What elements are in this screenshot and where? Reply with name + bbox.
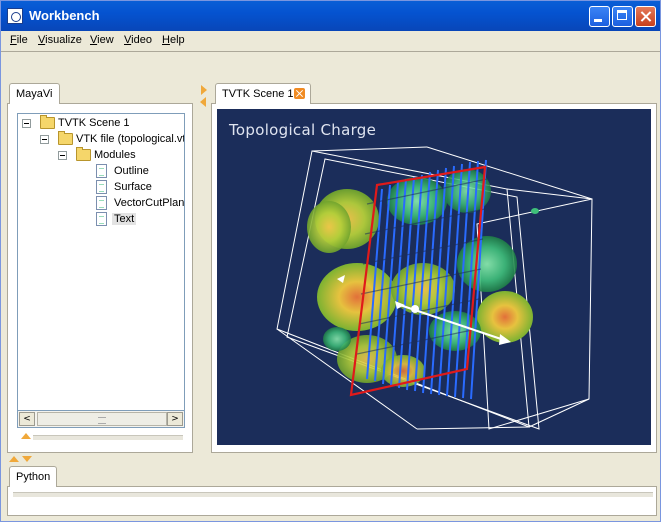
arrow-right-icon[interactable] bbox=[201, 85, 207, 95]
document-icon bbox=[96, 196, 107, 210]
left-panel-sash[interactable] bbox=[33, 435, 183, 440]
cut-plane-outline bbox=[349, 165, 487, 397]
python-panel bbox=[7, 486, 657, 516]
plane-widget bbox=[337, 275, 511, 345]
menu-help[interactable]: Help bbox=[162, 34, 185, 46]
vector-arrows bbox=[366, 159, 487, 400]
app-icon bbox=[7, 8, 23, 24]
tab-tvtk-scene-label: TVTK Scene 1 bbox=[222, 88, 294, 100]
tree-node-label: Modules bbox=[94, 149, 136, 161]
expand-up-icon[interactable] bbox=[21, 433, 31, 439]
arrow-left-icon[interactable] bbox=[200, 97, 206, 107]
menu-visualize[interactable]: Visualize bbox=[38, 34, 82, 46]
tree-node-label: Surface bbox=[114, 181, 152, 193]
document-icon bbox=[96, 180, 107, 194]
folder-icon bbox=[58, 131, 73, 145]
vertical-splitter[interactable] bbox=[199, 83, 207, 453]
collapse-icon[interactable] bbox=[58, 151, 67, 160]
close-button[interactable] bbox=[635, 6, 656, 27]
tree-node-label-selected: Text bbox=[112, 213, 137, 225]
menu-file[interactable]: File bbox=[10, 34, 28, 46]
tvtk-scene-viewport[interactable]: Topological Charge bbox=[217, 109, 651, 445]
arrow-up-icon[interactable] bbox=[9, 456, 19, 462]
tree-node-label: VTK file (topological.vt bbox=[76, 133, 185, 145]
grip-icon bbox=[98, 417, 106, 424]
tab-python[interactable]: Python bbox=[9, 466, 57, 487]
minimize-button[interactable] bbox=[589, 6, 610, 27]
horizontal-splitter[interactable] bbox=[9, 456, 39, 464]
tab-python-label: Python bbox=[16, 471, 51, 483]
collapse-icon[interactable] bbox=[22, 119, 31, 128]
tree-node-label: VectorCutPlan bbox=[114, 197, 185, 209]
tab-mayavi-label: MayaVi bbox=[16, 88, 53, 100]
topological-charge-render bbox=[276, 146, 593, 430]
scene-title-text: Topological Charge bbox=[229, 121, 377, 139]
menu-bar: File Visualize View Video Help bbox=[1, 31, 660, 51]
scroll-thumb[interactable] bbox=[37, 412, 167, 426]
tree-node-label: Outline bbox=[114, 165, 149, 177]
menu-separator bbox=[1, 51, 660, 52]
arrow-down-icon[interactable] bbox=[22, 456, 32, 462]
tab-tvtk-scene[interactable]: TVTK Scene 1 bbox=[215, 83, 311, 104]
folder-icon bbox=[40, 115, 55, 129]
scroll-right-button[interactable]: > bbox=[167, 412, 183, 426]
python-panel-sash[interactable] bbox=[13, 492, 653, 497]
window-title: Workbench bbox=[29, 8, 100, 23]
title-bar[interactable]: Workbench bbox=[1, 1, 660, 31]
document-icon bbox=[96, 212, 107, 226]
collapse-icon[interactable] bbox=[40, 135, 49, 144]
document-icon bbox=[96, 164, 107, 178]
close-tab-icon[interactable] bbox=[294, 88, 305, 99]
folder-icon bbox=[76, 147, 91, 161]
pipeline-tree[interactable]: TVTK Scene 1 VTK file (topological.vt Mo… bbox=[17, 113, 185, 411]
menu-video[interactable]: Video bbox=[124, 34, 152, 46]
scroll-left-button[interactable]: < bbox=[19, 412, 35, 426]
tree-node-label: TVTK Scene 1 bbox=[58, 117, 130, 129]
tree-horizontal-scrollbar[interactable]: < > bbox=[17, 411, 185, 428]
outline-cube bbox=[276, 146, 593, 430]
menu-view[interactable]: View bbox=[90, 34, 114, 46]
maximize-button[interactable] bbox=[612, 6, 633, 27]
tab-mayavi[interactable]: MayaVi bbox=[9, 83, 60, 104]
